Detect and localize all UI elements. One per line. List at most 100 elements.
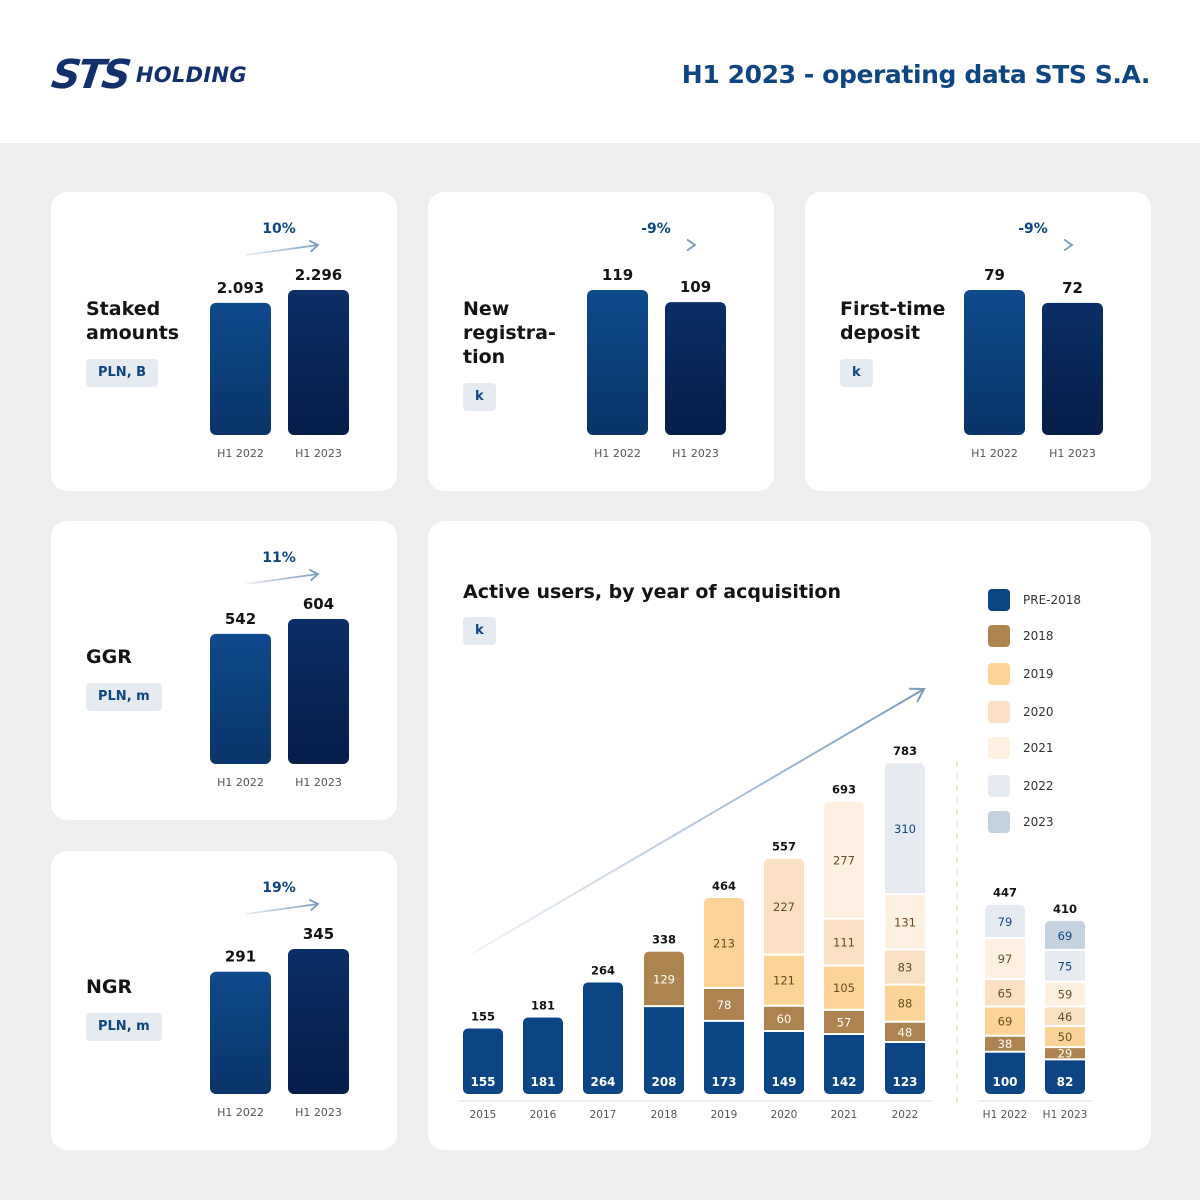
segment-value-label: 48 xyxy=(898,1025,913,1039)
kpi-bar-chart: 119 H1 2022 109 H1 2023 -9% xyxy=(587,221,726,460)
bar-segment-2021 xyxy=(885,894,925,950)
growth-trend-arrow-icon xyxy=(472,687,926,954)
legend-label: PRE-2018 xyxy=(1023,593,1082,607)
kpi-value-label: 72 xyxy=(1062,279,1083,297)
segment-value-label: 82 xyxy=(1057,1075,1074,1089)
trend-right-arrow-icon xyxy=(623,239,697,251)
legend-label: 2023 xyxy=(1023,815,1054,829)
segment-value-label: 78 xyxy=(717,998,732,1012)
kpi-label: GGR xyxy=(86,645,132,669)
bar-segment-2021 xyxy=(985,938,1025,980)
kpi-label-line: GGR xyxy=(86,646,132,668)
segment-value-label: 142 xyxy=(831,1075,856,1089)
kpi-change-label: 19% xyxy=(262,880,296,896)
bar-segment-2018 xyxy=(824,1009,864,1035)
segment-value-label: 264 xyxy=(590,1075,615,1089)
kpi-bar-h1-2022 xyxy=(210,633,271,764)
bar-total-label: 464 xyxy=(712,879,736,893)
x-tick-label: 2022 xyxy=(892,1109,919,1121)
kpi-unit-badge: k xyxy=(463,383,496,411)
kpi-value-label: 2.093 xyxy=(217,279,264,297)
legend-swatch xyxy=(988,775,1010,797)
segment-value-label: 38 xyxy=(998,1037,1013,1051)
bar-total-label: 264 xyxy=(591,963,615,977)
x-tick-label: 2017 xyxy=(590,1109,617,1121)
segment-value-label: 149 xyxy=(771,1075,796,1089)
legend-item: 2021 xyxy=(988,737,1128,759)
legend-label: 2021 xyxy=(1023,741,1054,755)
bar-total-label: 447 xyxy=(993,886,1017,900)
bar-segment-2018 xyxy=(644,951,684,1007)
kpi-change-label: 11% xyxy=(262,550,296,566)
stacked-bar-2016: 181 181 2016 xyxy=(523,999,563,1121)
bar-total-label: 181 xyxy=(531,999,555,1013)
kpi-category-label: H1 2022 xyxy=(971,447,1018,460)
segment-value-label: 50 xyxy=(1058,1030,1073,1044)
kpi-card-staked-amounts: Staked amounts PLN, B 2.093 H1 2022 2.296 H1 2… xyxy=(51,192,397,491)
kpi-card-first-time-deposit: First-time deposit k 79 H1 2022 72 H1 2023 -9% xyxy=(805,192,1151,491)
segment-value-label: 173 xyxy=(711,1075,736,1089)
bar-segment-pre-2018 xyxy=(523,1017,563,1094)
legend-item: 2019 xyxy=(988,663,1128,685)
legend-item: 2023 xyxy=(988,811,1128,833)
segment-value-label: 277 xyxy=(833,854,855,868)
stacked-bar-2020: 149 60 121 227 557 2020 xyxy=(764,840,804,1121)
x-tick-label: 2020 xyxy=(771,1109,798,1121)
legend-swatch xyxy=(988,589,1010,611)
kpi-card-ngr: NGR PLN, m 291 H1 2022 345 H1 2023 19% xyxy=(51,851,397,1150)
kpi-category-label: H1 2022 xyxy=(217,1106,264,1119)
legend-label: 2022 xyxy=(1023,779,1054,793)
x-tick-label: 2019 xyxy=(711,1109,738,1121)
kpi-label: New registra-tion xyxy=(463,297,556,369)
legend-swatch xyxy=(988,625,1010,647)
kpi-category-label: H1 2023 xyxy=(672,447,719,460)
bar-total-label: 410 xyxy=(1053,902,1077,916)
segment-value-label: 60 xyxy=(777,1012,792,1026)
stacked-bar-h1-2023: 82 29 50 46 59 75 69 410 H1 2023 xyxy=(1043,902,1088,1121)
kpi-value-label: 291 xyxy=(225,948,256,966)
kpi-card-new-registration: New registra-tion k 119 H1 2022 109 H1 2023 -9% xyxy=(428,192,774,491)
kpi-category-label: H1 2022 xyxy=(594,447,641,460)
x-tick-label: H1 2023 xyxy=(1043,1109,1088,1121)
kpi-value-label: 604 xyxy=(303,595,334,613)
kpi-label-line: New xyxy=(463,298,510,320)
legend-label: 2018 xyxy=(1023,629,1054,643)
bar-segment-2019 xyxy=(885,984,925,1022)
kpi-bar-h1-2023 xyxy=(1042,302,1103,435)
kpi-label: NGR xyxy=(86,975,132,999)
segment-value-label: 75 xyxy=(1058,959,1073,973)
stacked-bar-2015: 155 155 2015 xyxy=(463,1010,503,1121)
segment-value-label: 69 xyxy=(998,1015,1013,1029)
kpi-bar-h1-2022 xyxy=(964,290,1025,435)
kpi-bar-h1-2022 xyxy=(587,290,648,435)
chart-title: Active users, by year of acquisition xyxy=(463,581,842,603)
bar-segment-2020 xyxy=(1045,1006,1085,1026)
bar-segment-2020 xyxy=(764,858,804,955)
legend-swatch xyxy=(988,701,1010,723)
segment-value-label: 57 xyxy=(837,1015,852,1029)
kpi-label: First-time deposit xyxy=(840,297,945,345)
kpi-value-label: 109 xyxy=(680,278,711,296)
stacked-bar-h1-2022: 100 38 69 65 97 79 447 H1 2022 xyxy=(983,886,1028,1121)
segment-value-label: 59 xyxy=(1058,988,1073,1002)
legend-item: 2022 xyxy=(988,775,1128,797)
kpi-category-label: H1 2022 xyxy=(217,776,264,789)
kpi-value-label: 542 xyxy=(225,610,256,628)
logo-text: HOLDING xyxy=(135,63,247,87)
stacked-bar-2019: 173 78 213 464 2019 xyxy=(704,879,744,1121)
bar-segment-pre-2018 xyxy=(583,982,623,1094)
kpi-value-label: 345 xyxy=(303,925,334,943)
segment-value-label: 65 xyxy=(998,986,1013,1000)
kpi-bar-chart: 79 H1 2022 72 H1 2023 -9% xyxy=(964,221,1103,460)
segment-value-label: 121 xyxy=(773,974,795,988)
x-tick-label: 2016 xyxy=(530,1109,557,1121)
bar-segment-2022 xyxy=(885,763,925,895)
active-users-chart-card: Active users, by year of acquisition k 1… xyxy=(428,521,1151,1150)
bar-segment-2020 xyxy=(824,918,864,966)
segment-value-label: 155 xyxy=(470,1075,495,1089)
bar-total-label: 338 xyxy=(652,933,676,947)
segment-value-label: 208 xyxy=(651,1075,676,1089)
bar-segment-2019 xyxy=(824,965,864,1010)
bar-segment-pre-2018 xyxy=(764,1031,804,1094)
bar-total-label: 155 xyxy=(471,1010,495,1024)
